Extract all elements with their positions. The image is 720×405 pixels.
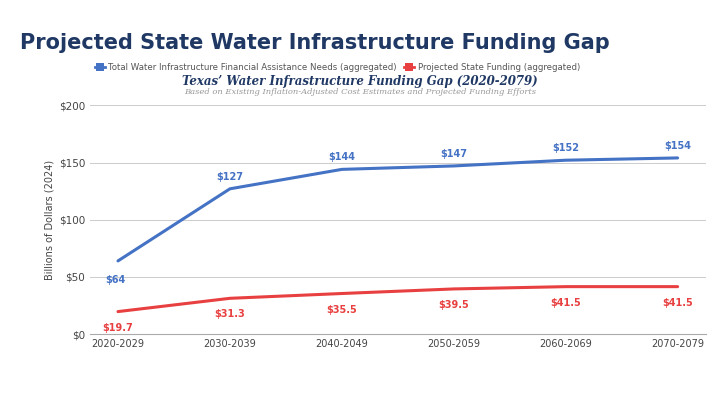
Text: TEXASⓈ: TEXASⓈ bbox=[16, 382, 60, 392]
Y-axis label: Billions of Dollars (2024): Billions of Dollars (2024) bbox=[45, 160, 55, 280]
Text: $144: $144 bbox=[328, 152, 356, 162]
Text: $39.5: $39.5 bbox=[438, 300, 469, 310]
Text: $154: $154 bbox=[664, 141, 691, 151]
Text: $35.5: $35.5 bbox=[326, 305, 357, 315]
Text: $41.5: $41.5 bbox=[550, 298, 581, 308]
Text: $19.7: $19.7 bbox=[103, 323, 133, 333]
Text: Based on Existing Inflation-Adjusted Cost Estimates and Projected Funding Effort: Based on Existing Inflation-Adjusted Cos… bbox=[184, 88, 536, 96]
Text: $64: $64 bbox=[105, 275, 125, 285]
Text: $127: $127 bbox=[217, 172, 243, 182]
Text: $41.5: $41.5 bbox=[662, 298, 693, 308]
Text: $31.3: $31.3 bbox=[215, 309, 246, 320]
Text: Projected State Water Infrastructure Funding Gap: Projected State Water Infrastructure Fun… bbox=[20, 32, 610, 53]
Text: $147: $147 bbox=[440, 149, 467, 159]
Text: $152: $152 bbox=[552, 143, 579, 153]
Text: Texas’ Water Infrastructure Funding Gap (2020-2079): Texas’ Water Infrastructure Funding Gap … bbox=[182, 75, 538, 87]
Legend: Total Water Infrastructure Financial Assistance Needs (aggregated), Projected St: Total Water Infrastructure Financial Ass… bbox=[91, 59, 583, 75]
Text: 2: 2 bbox=[695, 382, 702, 392]
